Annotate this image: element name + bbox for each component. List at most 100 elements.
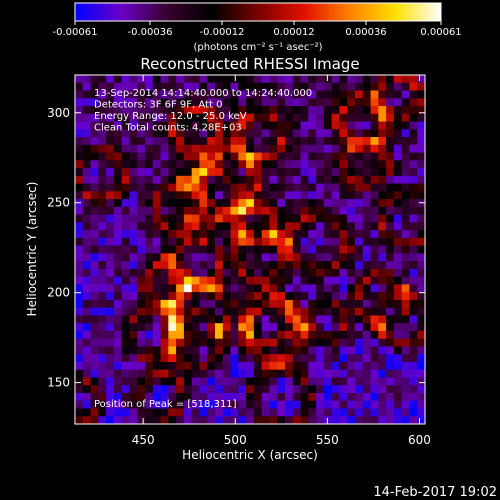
heatmap-cell (145, 230, 154, 239)
y-tick-label: 150 (47, 376, 70, 390)
heatmap-cell (277, 330, 286, 339)
heatmap-cell (409, 299, 418, 308)
heatmap-cell (145, 408, 154, 417)
heatmap-cell (160, 315, 169, 324)
heatmap-cell (152, 400, 161, 409)
heatmap-cell (269, 245, 278, 254)
heatmap-cell (378, 408, 387, 417)
heatmap-cell (253, 183, 262, 192)
heatmap-cell (183, 175, 192, 184)
heatmap-cell (355, 98, 364, 107)
heatmap-cell (285, 354, 294, 363)
heatmap-cell (98, 191, 107, 200)
heatmap-cell (323, 121, 332, 130)
heatmap-cell (160, 292, 169, 301)
heatmap-cell (308, 377, 317, 386)
heatmap-cell (176, 268, 185, 277)
heatmap-cell (176, 408, 185, 417)
heatmap-cell (347, 230, 356, 239)
heatmap-cell (417, 253, 426, 262)
heatmap-cell (129, 268, 138, 277)
heatmap-image (75, 75, 426, 425)
heatmap-cell (222, 330, 231, 339)
heatmap-cell (199, 183, 208, 192)
heatmap-cell (113, 245, 122, 254)
heatmap-cell (160, 346, 169, 355)
heatmap-cell (113, 183, 122, 192)
heatmap-cell (246, 183, 255, 192)
heatmap-cell (370, 129, 379, 138)
heatmap-cell (331, 292, 340, 301)
heatmap-cell (339, 369, 348, 378)
heatmap-cell (362, 82, 371, 91)
heatmap-cell (160, 377, 169, 386)
heatmap-cell (222, 315, 231, 324)
heatmap-cell (386, 385, 395, 394)
heatmap-cell (90, 129, 99, 138)
heatmap-cell (401, 261, 410, 270)
heatmap-cell (292, 268, 301, 277)
heatmap-cell (145, 90, 154, 99)
heatmap-cell (176, 199, 185, 208)
heatmap-cell (300, 75, 309, 84)
heatmap-cell (98, 408, 107, 417)
heatmap-cell (222, 385, 231, 394)
heatmap-cell (168, 191, 177, 200)
heatmap-cell (199, 191, 208, 200)
heatmap-cell (238, 106, 247, 115)
heatmap-cell (152, 121, 161, 130)
heatmap-cell (323, 416, 332, 425)
heatmap-cell (215, 408, 224, 417)
heatmap-cell (393, 408, 402, 417)
heatmap-cell (222, 354, 231, 363)
heatmap-cell (378, 338, 387, 347)
heatmap-cell (393, 400, 402, 409)
heatmap-cell (168, 261, 177, 270)
heatmap-cell (121, 121, 130, 130)
heatmap-cell (362, 268, 371, 277)
heatmap-cell (277, 152, 286, 161)
heatmap-cell (230, 354, 239, 363)
heatmap-cell (277, 307, 286, 316)
heatmap-cell (339, 152, 348, 161)
heatmap-cell (98, 160, 107, 169)
heatmap-cell (246, 299, 255, 308)
heatmap-cell (253, 90, 262, 99)
heatmap-cell (323, 284, 332, 293)
heatmap-cell (215, 199, 224, 208)
heatmap-cell (370, 338, 379, 347)
heatmap-cell (176, 237, 185, 246)
heatmap-cell (417, 160, 426, 169)
heatmap-cell (129, 168, 138, 177)
heatmap-cell (308, 160, 317, 169)
heatmap-cell (90, 144, 99, 153)
heatmap-cell (90, 377, 99, 386)
heatmap-cell (90, 175, 99, 184)
heatmap-cell (378, 222, 387, 231)
heatmap-cell (417, 307, 426, 316)
heatmap-cell (199, 299, 208, 308)
heatmap-cell (75, 284, 84, 293)
heatmap-cell (176, 137, 185, 146)
heatmap-cell (145, 82, 154, 91)
heatmap-cell (145, 237, 154, 246)
heatmap-cell (113, 144, 122, 153)
heatmap-cell (331, 82, 340, 91)
heatmap-cell (300, 385, 309, 394)
heatmap-cell (308, 400, 317, 409)
heatmap-cell (230, 276, 239, 285)
heatmap-cell (152, 237, 161, 246)
heatmap-cell (82, 214, 91, 223)
heatmap-cell (308, 214, 317, 223)
heatmap-cell (261, 276, 270, 285)
heatmap-cell (183, 369, 192, 378)
heatmap-cell (238, 307, 247, 316)
heatmap-cell (199, 245, 208, 254)
heatmap-cell (277, 284, 286, 293)
heatmap-cell (207, 206, 216, 215)
heatmap-cell (339, 144, 348, 153)
heatmap-cell (246, 307, 255, 316)
heatmap-cell (300, 230, 309, 239)
heatmap-cell (145, 121, 154, 130)
